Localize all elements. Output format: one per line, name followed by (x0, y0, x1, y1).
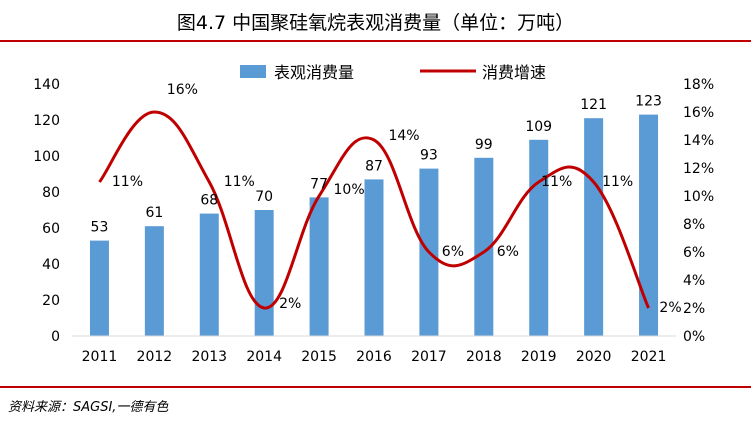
growth-value-label: 11% (224, 174, 255, 190)
bar-value-label: 70 (255, 189, 273, 205)
right-axis-tick-label: 8% (683, 217, 705, 233)
bar-value-label: 121 (580, 97, 607, 113)
right-axis-tick-label: 16% (683, 105, 714, 121)
growth-value-label: 11% (112, 174, 143, 190)
bar-series (89, 114, 659, 336)
x-axis-tick-label: 2019 (521, 349, 557, 365)
footer-divider (0, 386, 751, 388)
growth-value-label: 16% (167, 82, 198, 98)
bar-value-labels: 53 61 68 70 77 87 93 99 109 121 123 (91, 94, 662, 236)
bar-value-label: 68 (200, 193, 218, 209)
x-axis: 2011 2012 2013 2014 2015 2016 2017 2018 2019 2020… (72, 335, 676, 365)
x-axis-tick-label: 2017 (411, 349, 447, 365)
bar-value-label: 109 (525, 119, 552, 135)
chart-title: 图4.7 中国聚硅氧烷表观消费量（单位：万吨） (176, 12, 575, 34)
left-axis-tick-label: 140 (33, 77, 60, 93)
left-axis-tick-label: 20 (42, 293, 60, 309)
bar (364, 179, 384, 336)
x-axis-tick-label: 2011 (82, 349, 118, 365)
line-value-labels: 11% 16% 11% 2% 10% 14% 6% 6% 11% 11% 2% (112, 82, 682, 316)
x-axis-tick-label: 2016 (356, 349, 392, 365)
growth-value-label: 10% (334, 182, 365, 198)
left-axis-tick-label: 40 (42, 257, 60, 273)
source-note: 资料来源：SAGSI,一德有色 (8, 400, 169, 415)
x-axis-tick-label: 2013 (191, 349, 227, 365)
right-axis-tick-label: 0% (683, 329, 705, 345)
growth-value-label: 6% (442, 244, 464, 260)
left-axis-tick-label: 100 (33, 149, 60, 165)
bar (144, 226, 164, 336)
x-axis-tick-label: 2018 (466, 349, 502, 365)
right-axis-tick-label: 14% (683, 133, 714, 149)
title-divider (0, 40, 751, 42)
growth-value-label: 11% (541, 174, 572, 190)
growth-value-label: 14% (388, 128, 419, 144)
right-axis-tick-label: 12% (683, 161, 714, 177)
x-axis-tick-label: 2015 (301, 349, 337, 365)
right-axis-tick-label: 4% (683, 273, 705, 289)
x-axis-tick-label: 2021 (631, 349, 667, 365)
left-axis-tick-label: 120 (33, 113, 60, 129)
bar-value-label: 53 (91, 220, 109, 236)
x-axis-tick-label: 2020 (576, 349, 612, 365)
growth-value-label: 6% (497, 244, 519, 260)
legend-line-label: 消费增速 (482, 63, 546, 82)
x-axis-tick-label: 2014 (246, 349, 282, 365)
bar-value-label: 93 (420, 148, 438, 164)
legend: 表观消费量 消费增速 (240, 63, 546, 82)
left-axis-tick-label: 60 (42, 221, 60, 237)
bar (474, 157, 494, 336)
right-axis-tick-label: 6% (683, 245, 705, 261)
right-axis-tick-label: 18% (683, 77, 714, 93)
legend-bar-label: 表观消费量 (274, 63, 354, 82)
bar (254, 210, 274, 336)
left-axis-tick-label: 0 (51, 329, 60, 345)
x-axis-tick-label: 2012 (137, 349, 173, 365)
growth-value-label: 11% (602, 174, 633, 190)
bar (584, 118, 604, 336)
bar-value-label: 123 (635, 94, 662, 110)
bar-value-label: 77 (310, 176, 328, 192)
bar (639, 114, 659, 336)
legend-bar-swatch (240, 65, 266, 78)
bar (529, 139, 549, 336)
bar (89, 240, 109, 336)
left-axis-tick-label: 80 (42, 185, 60, 201)
right-axis-tick-label: 2% (683, 301, 705, 317)
growth-value-label: 2% (659, 300, 681, 316)
bar-value-label: 99 (475, 137, 493, 153)
growth-line (98, 110, 650, 310)
bar-value-label: 87 (365, 158, 383, 174)
right-axis-tick-label: 10% (683, 189, 714, 205)
bar (199, 213, 219, 336)
growth-value-label: 2% (279, 296, 301, 312)
right-axis: 0% 2% 4% 6% 8% 10% 12% 14% 16% 18% (683, 77, 714, 345)
bar-value-label: 61 (145, 205, 163, 221)
bar (309, 197, 329, 336)
left-axis: 0 20 40 60 80 100 120 140 (33, 77, 60, 345)
